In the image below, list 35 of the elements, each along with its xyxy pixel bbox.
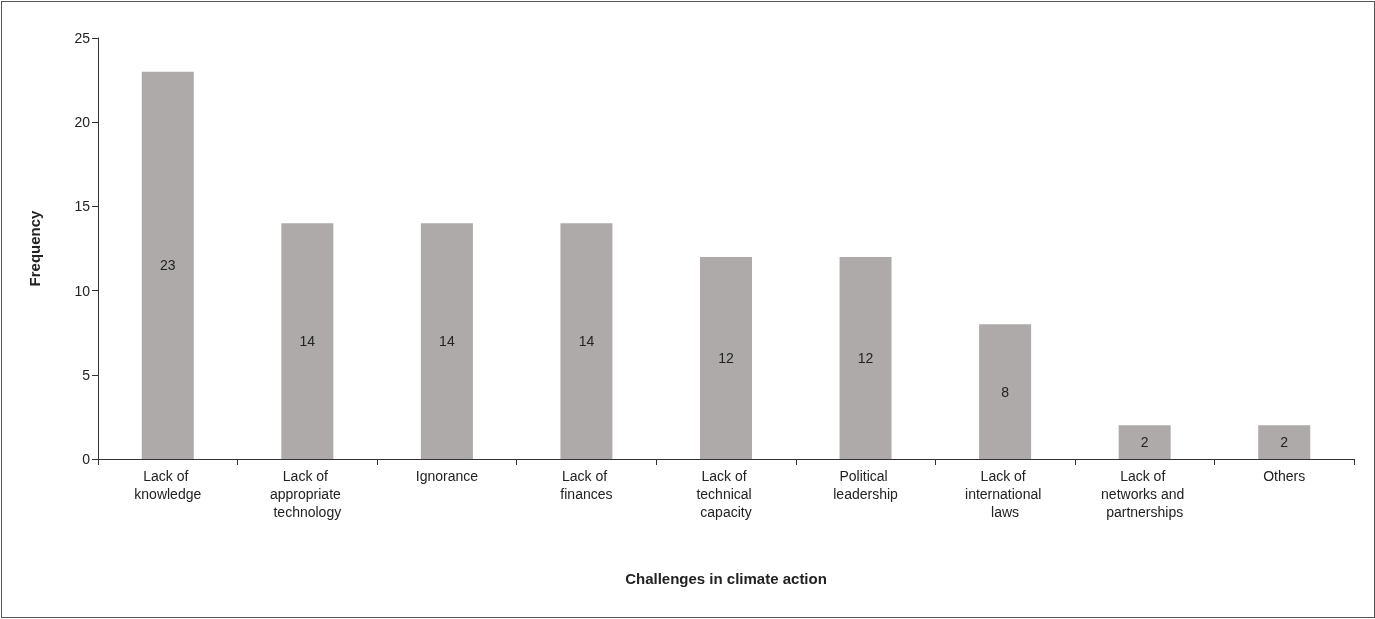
x-tick-label: Ignorance (415, 468, 479, 484)
y-axis-title: Frequency (26, 209, 43, 287)
bar (560, 223, 613, 459)
y-tick-label: 15 (74, 198, 91, 215)
y-tick-label: 20 (74, 114, 91, 131)
y-tick-label: 5 (82, 366, 91, 383)
data-label: 14 (299, 333, 316, 350)
x-tick-label: Lack of appropriate technology (269, 468, 345, 520)
data-label: 2 (1140, 434, 1149, 451)
bar (281, 223, 334, 459)
bar (839, 256, 892, 459)
x-tick-label: Others (1263, 468, 1306, 484)
bar (420, 223, 473, 459)
x-tick-label: Lack of networks and partnerships (1101, 468, 1189, 520)
data-label: 12 (857, 349, 874, 366)
x-axis-title: Challenges in climate action (625, 570, 827, 587)
x-tick-label: Lack of knowledge (134, 468, 202, 502)
data-label: 14 (439, 333, 455, 350)
bar (979, 324, 1032, 459)
data-label: 12 (718, 349, 734, 366)
y-tick-label: 0 (82, 451, 91, 467)
y-tick-label: 10 (74, 282, 91, 299)
bar (1258, 425, 1311, 459)
x-tick-label: Lack of international laws (965, 468, 1046, 520)
bar (700, 256, 752, 459)
bar (141, 71, 194, 459)
x-tick-label: Lack of technical capacity (696, 468, 756, 520)
data-label: 8 (1001, 383, 1010, 400)
data-label: 14 (578, 333, 595, 350)
y-tick-label: 25 (74, 30, 91, 46)
x-tick-label: Political leadership (833, 468, 899, 502)
data-label: 23 (159, 257, 176, 274)
data-label: 2 (1280, 434, 1289, 451)
bar (1118, 425, 1171, 459)
x-tick-label: Lack of finances (560, 468, 613, 502)
